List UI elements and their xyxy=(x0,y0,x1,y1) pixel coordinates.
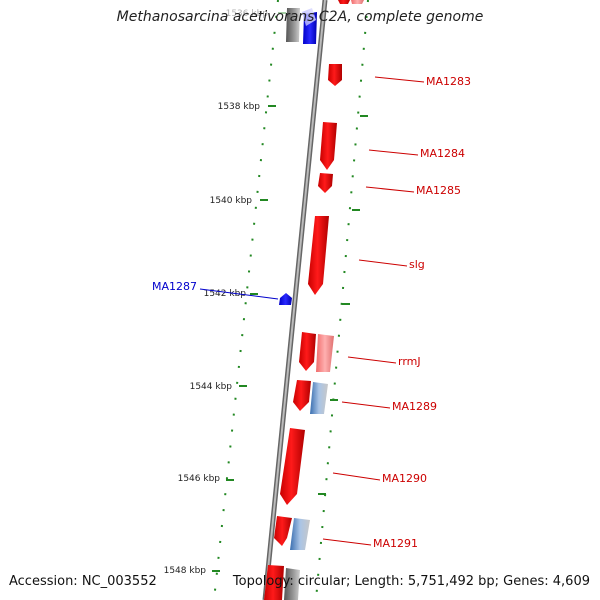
gene-label-ma1287: MA1287 xyxy=(152,280,197,293)
tick-label: 1548 kbp xyxy=(164,566,207,576)
gene-feature-rrmj-pink xyxy=(316,334,334,372)
reverse-strand-genes xyxy=(279,8,317,305)
gene-label-rrmj: rrmJ xyxy=(398,355,421,368)
gene-label-ma1291: MA1291 xyxy=(373,537,418,550)
gene-feature-lightblue xyxy=(302,8,316,26)
gene-feature-ma1284 xyxy=(320,122,337,170)
tick-label: 1540 kbp xyxy=(210,196,253,206)
gene-feature-ma1290 xyxy=(280,428,305,505)
forward-strand-genes xyxy=(264,0,364,600)
gene-feature-ma1291 xyxy=(274,516,292,546)
gene-feature-slg xyxy=(308,216,329,295)
gene-feature-top-pink xyxy=(351,0,364,4)
label-leader-lines xyxy=(199,76,425,546)
tick-labels: 1536 kbp 1538 kbp 1540 kbp 1542 kbp 1544… xyxy=(164,9,269,576)
gene-feature-ma1289 xyxy=(293,380,311,411)
genome-backbone xyxy=(262,0,328,600)
tick-marks xyxy=(212,12,368,572)
gene-feature-bottom xyxy=(264,565,284,600)
gene-feature-rrmj xyxy=(299,332,316,371)
outer-dotted-ring xyxy=(315,0,369,600)
tick-label: 1536 kbp xyxy=(226,9,269,19)
tick-label: 1542 kbp xyxy=(204,289,247,299)
gene-feature-bottom-gray xyxy=(284,568,300,600)
tick-label: 1544 kbp xyxy=(190,382,233,392)
gene-labels: MA1283 MA1284 MA1285 slg MA1287 rrmJ MA1… xyxy=(152,75,471,550)
tick-label: 1538 kbp xyxy=(218,102,261,112)
inner-dotted-ring xyxy=(213,0,279,600)
gene-feature-ma1283 xyxy=(328,64,342,86)
gene-label-ma1285: MA1285 xyxy=(416,184,461,197)
map-title: Methanosarcina acetivorans C2A, complete… xyxy=(116,9,484,25)
gene-feature-top xyxy=(338,0,350,4)
gene-label-ma1283: MA1283 xyxy=(426,75,471,88)
accession-text: Accession: NC_003552 xyxy=(9,574,157,589)
genome-summary-text: Topology: circular; Length: 5,751,492 bp… xyxy=(232,574,590,589)
tick-label: 1546 kbp xyxy=(178,474,221,484)
gene-label-ma1289: MA1289 xyxy=(392,400,437,413)
gene-label-ma1290: MA1290 xyxy=(382,472,427,485)
gene-feature-ma1285 xyxy=(318,173,333,193)
gene-label-slg: slg xyxy=(409,258,425,271)
gene-label-ma1284: MA1284 xyxy=(420,147,465,160)
gene-feature-ma1291-steel xyxy=(290,518,310,550)
gene-feature-ma1287 xyxy=(279,293,292,305)
gene-feature-gray xyxy=(286,8,300,42)
gene-feature-ma1289-steel xyxy=(310,382,328,414)
